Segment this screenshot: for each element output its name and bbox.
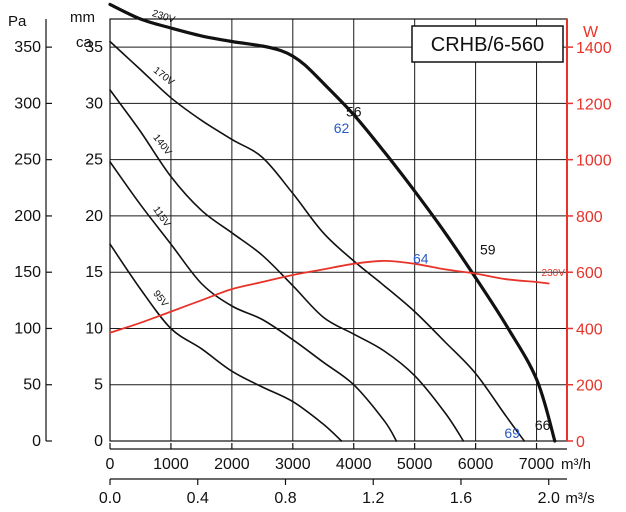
x-m3s-tick-label: 0.8 <box>274 490 296 507</box>
pa-axis-unit: Pa <box>8 13 27 30</box>
curve-label-140v: 140V <box>150 132 173 157</box>
w-tick-label: 800 <box>576 209 603 226</box>
w-tick-label: 1000 <box>576 153 612 170</box>
mmca-tick-label: 35 <box>85 39 103 56</box>
plot-frame <box>109 18 568 442</box>
noise-annotation-black: 56 <box>346 103 362 119</box>
chart-axes: 0 50 100 150 200 250 300 350 Pa 0 5 10 15 20 25 30 35 mm c… <box>8 9 612 507</box>
chart-series <box>108 2 557 443</box>
pa-tick-label: 250 <box>14 152 41 169</box>
w-tick-label: 200 <box>576 378 603 395</box>
model-title-box <box>411 25 564 63</box>
x-m3h-tick-label: 3000 <box>275 456 311 473</box>
chart-labels: 230V170V140V115V95V230V566259646669CRHB/… <box>150 8 565 441</box>
x-m3s-tick-label: 2.0 <box>538 490 560 507</box>
mmca-tick-label: 25 <box>85 152 103 169</box>
w-tick-label: 0 <box>576 434 585 451</box>
curve-95v-pressure <box>109 243 343 442</box>
chart-grid <box>110 19 567 441</box>
mmca-tick-label: 30 <box>85 95 103 112</box>
w-tick-label: 1200 <box>576 96 612 113</box>
x-m3h-tick-label: 2000 <box>214 456 250 473</box>
x-m3s-tick-label: 1.2 <box>362 490 384 507</box>
pa-tick-label: 0 <box>32 433 41 450</box>
x-m3h-tick-label: 7000 <box>519 456 555 473</box>
curve-label-115v: 115V <box>150 205 172 230</box>
mmca-tick-label: 10 <box>85 320 103 337</box>
w-axis-unit: W <box>583 24 599 41</box>
pa-tick-label: 100 <box>14 320 41 337</box>
mmca-tick-label: 20 <box>85 208 103 225</box>
model-title: CRHB/6-560 <box>431 34 544 56</box>
mmca-tick-label: 5 <box>94 377 103 394</box>
mmca-tick-label: 0 <box>94 433 103 450</box>
curve-115v-pressure <box>109 161 398 442</box>
plot-border <box>109 18 568 442</box>
mmca-axis-unit-line2: ca <box>76 34 93 51</box>
pa-tick-label: 300 <box>14 95 41 112</box>
noise-annotation-black: 59 <box>480 242 496 258</box>
x-m3s-tick-label: 0.4 <box>187 490 209 507</box>
noise-annotation-black: 66 <box>535 417 551 433</box>
noise-annotation-blue: 69 <box>504 425 520 441</box>
pa-tick-label: 150 <box>14 264 41 281</box>
mmca-tick-label: 15 <box>85 264 103 281</box>
noise-annotation-blue: 62 <box>334 120 350 136</box>
x-m3s-tick-label: 1.6 <box>450 490 472 507</box>
curve-140v-pressure <box>109 89 465 442</box>
x-m3h-unit: m³/h <box>561 456 591 473</box>
x-m3h-tick-label: 6000 <box>458 456 494 473</box>
w-tick-label: 600 <box>576 265 603 282</box>
x-m3s-unit: m³/s <box>565 490 594 507</box>
pa-tick-label: 50 <box>23 377 41 394</box>
curve-230v-pressure <box>108 2 557 443</box>
w-tick-label: 400 <box>576 321 603 338</box>
x-m3h-tick-label: 1000 <box>153 456 189 473</box>
pa-tick-label: 350 <box>14 39 41 56</box>
curve-label-170v: 170V <box>151 65 176 88</box>
x-m3h-tick-label: 5000 <box>397 456 433 473</box>
mmca-axis-unit-line1: mm <box>70 9 95 26</box>
curve-label-230v: 230V <box>542 268 566 279</box>
x-m3h-tick-label: 0 <box>106 456 115 473</box>
noise-annotation-blue: 64 <box>413 251 429 267</box>
pa-tick-label: 200 <box>14 208 41 225</box>
x-m3s-tick-label: 0.0 <box>99 490 121 507</box>
w-tick-label: 1400 <box>576 40 612 57</box>
x-m3h-tick-label: 4000 <box>336 456 372 473</box>
curve-170v-pressure <box>109 40 526 442</box>
curve-230v-power <box>109 260 550 334</box>
